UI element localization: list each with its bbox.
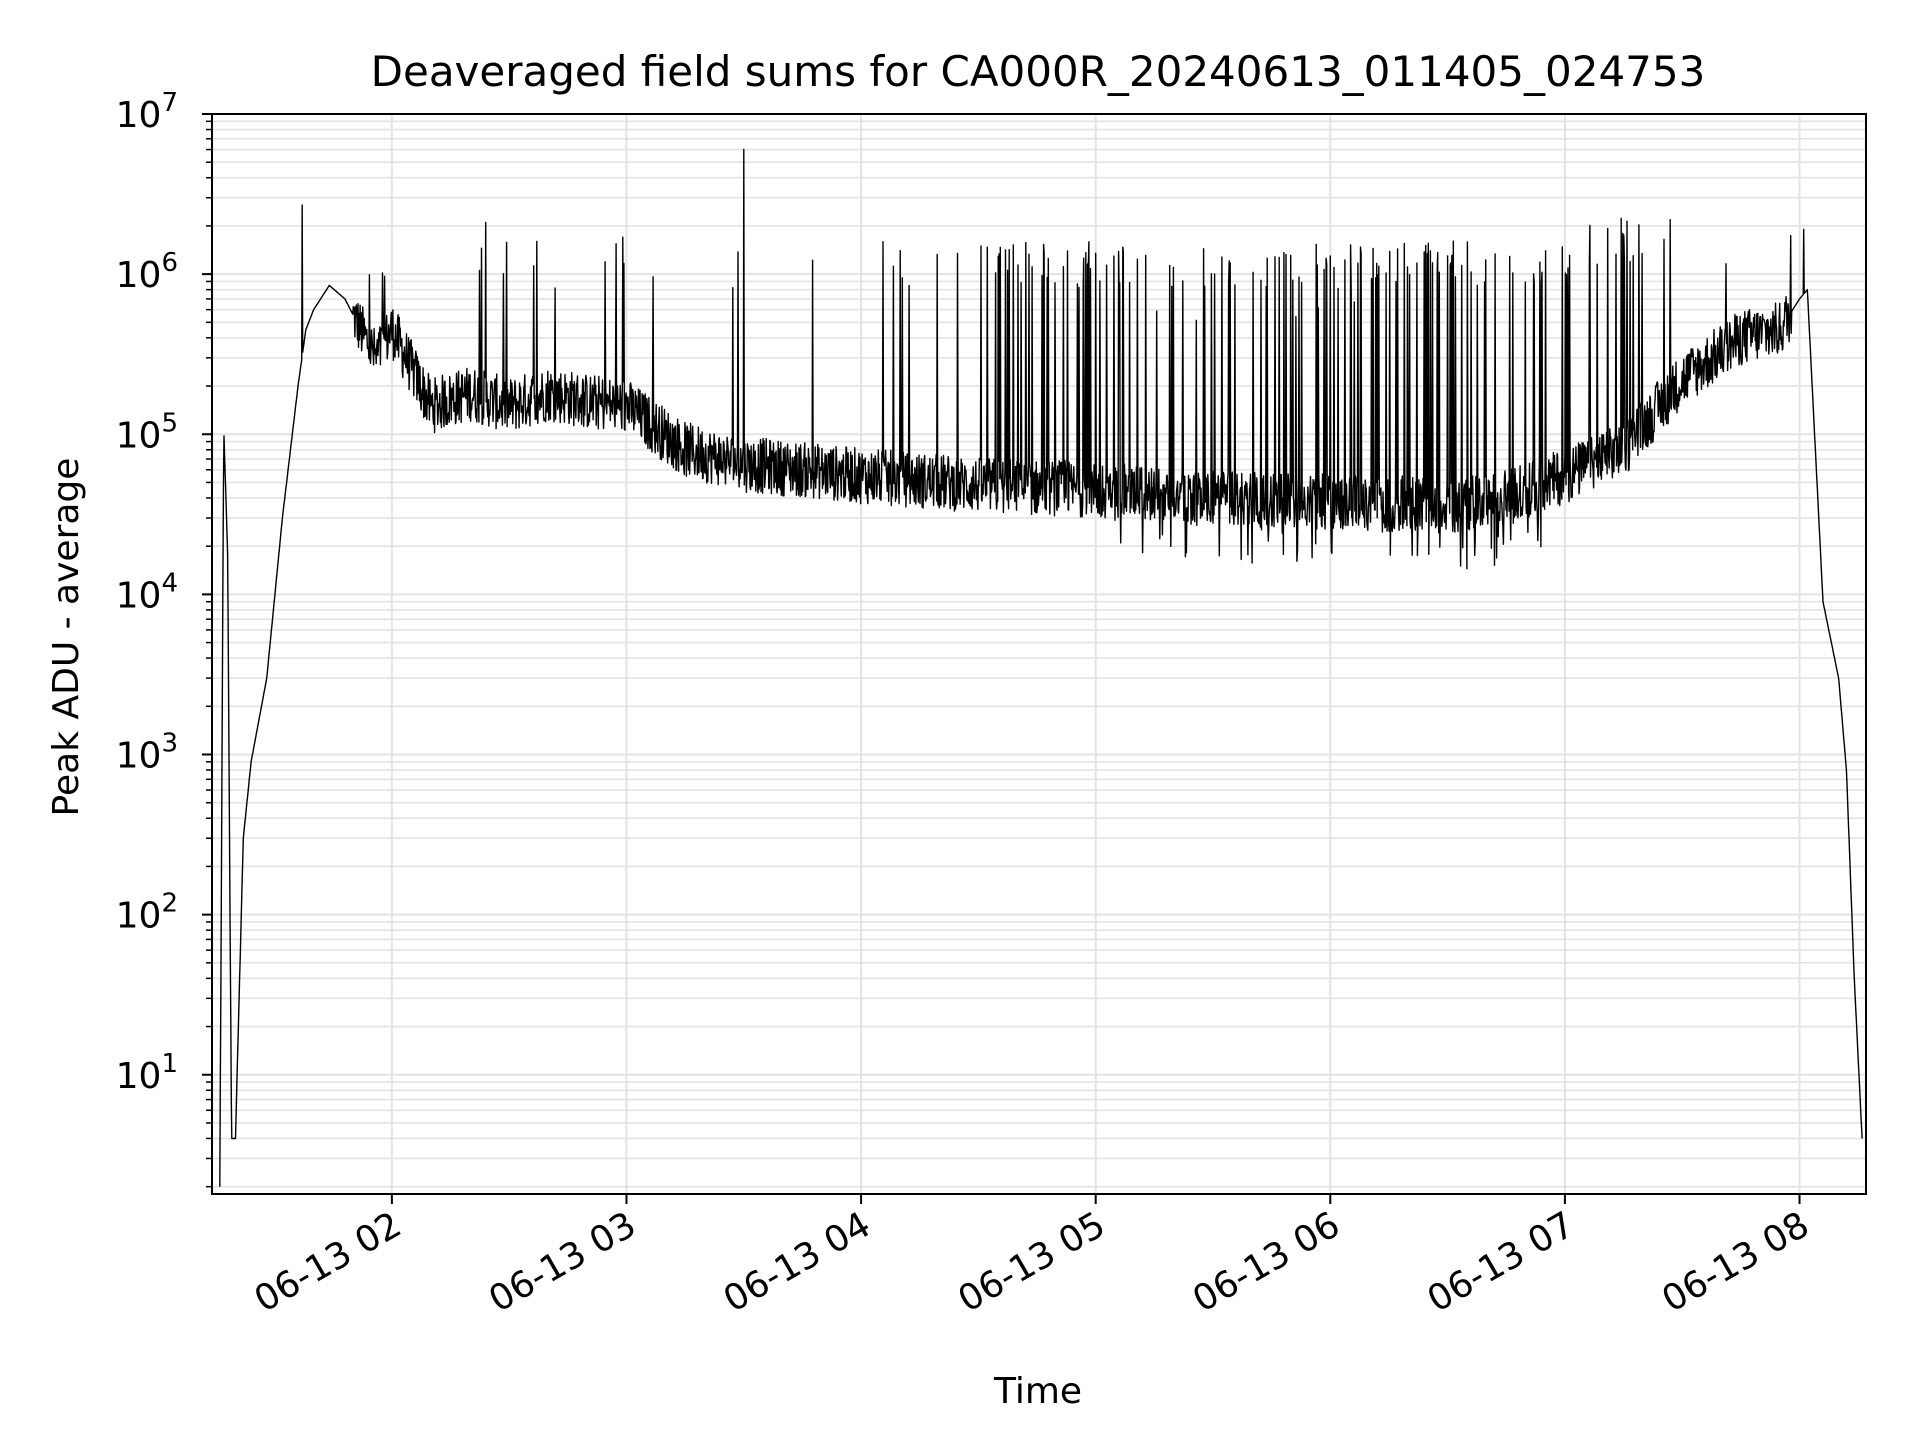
y-tick-label-exponent: 4 xyxy=(161,568,178,598)
y-tick-label-base: 10 xyxy=(116,1056,162,1097)
y-tick-label-base: 10 xyxy=(116,575,162,616)
x-axis-label: Time xyxy=(993,1371,1082,1412)
y-tick-label-exponent: 3 xyxy=(161,729,178,759)
plot-frame xyxy=(211,113,1867,1195)
y-tick-label-base: 10 xyxy=(116,95,162,136)
y-tick-label: 106 xyxy=(116,248,178,296)
y-tick-label-exponent: 1 xyxy=(161,1049,178,1079)
y-tick-label: 104 xyxy=(116,568,178,616)
y-tick-label: 107 xyxy=(116,88,178,136)
y-tick-label-exponent: 2 xyxy=(161,889,178,919)
y-tick-label-base: 10 xyxy=(116,736,162,777)
y-tick-label-base: 10 xyxy=(116,255,162,296)
y-axis-label: Peak ADU - average xyxy=(46,458,87,817)
series-layer xyxy=(219,148,1863,1187)
y-tick-label-base: 10 xyxy=(116,896,162,937)
series-line xyxy=(219,148,1863,1187)
y-tick-label-exponent: 5 xyxy=(161,408,178,438)
y-tick-label: 103 xyxy=(116,729,178,777)
chart-title: Deaveraged field sums for CA000R_2024061… xyxy=(371,47,1706,96)
y-tick-label-exponent: 6 xyxy=(161,248,178,278)
y-tick-label: 101 xyxy=(116,1049,178,1097)
y-tick-label: 105 xyxy=(116,408,178,456)
y-tick-label-exponent: 7 xyxy=(161,88,178,118)
y-tick-label-base: 10 xyxy=(116,415,162,456)
y-tick-label: 102 xyxy=(116,889,178,937)
